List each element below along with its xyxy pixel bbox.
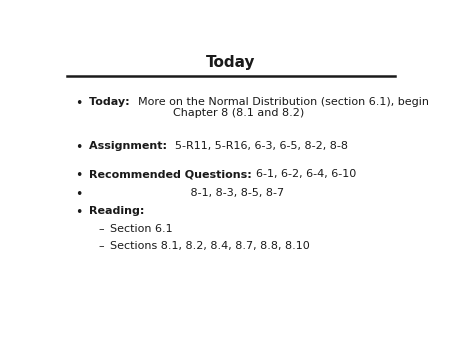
Text: •: • [76,188,83,201]
Text: 5-R11, 5-R16, 6-3, 6-5, 8-2, 8-8: 5-R11, 5-R16, 6-3, 6-5, 8-2, 8-8 [175,141,348,151]
Text: Recommended Questions:: Recommended Questions: [90,169,256,179]
Text: •: • [76,97,83,110]
Text: Today:: Today: [90,97,138,106]
Text: •: • [76,169,83,183]
Text: Today: Today [206,55,256,70]
Text: –: – [98,241,104,251]
Text: 8-1, 8-3, 8-5, 8-7: 8-1, 8-3, 8-5, 8-7 [90,188,284,198]
Text: Reading:: Reading: [90,206,145,216]
Text: •: • [76,206,83,219]
Text: Sections 8.1, 8.2, 8.4, 8.7, 8.8, 8.10: Sections 8.1, 8.2, 8.4, 8.7, 8.8, 8.10 [110,241,310,251]
Text: 6-1, 6-2, 6-4, 6-10: 6-1, 6-2, 6-4, 6-10 [256,169,356,179]
Text: Assignment:: Assignment: [90,141,175,151]
Text: –: – [98,224,104,234]
Text: •: • [76,141,83,154]
Text: Section 6.1: Section 6.1 [110,224,173,234]
Text: More on the Normal Distribution (section 6.1), begin
          Chapter 8 (8.1 an: More on the Normal Distribution (section… [138,97,429,118]
